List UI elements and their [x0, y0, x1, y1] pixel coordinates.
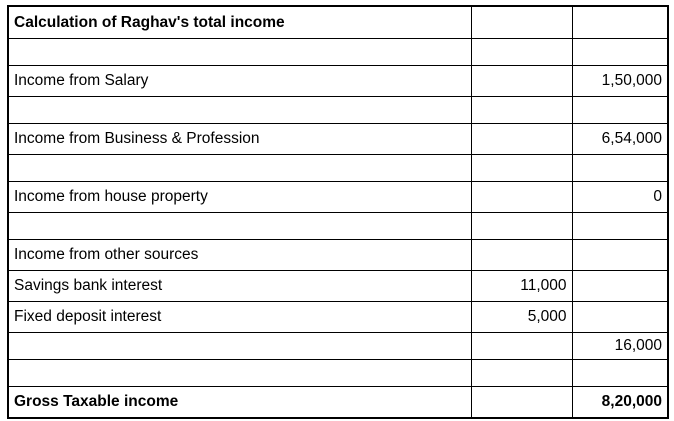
cell-amount[interactable]: 16,000: [571, 332, 669, 360]
table-row[interactable]: Income from Business & Profession 6,54,00…: [7, 123, 669, 155]
table-body: Calculation of Raghav's total income Inco…: [7, 5, 669, 419]
cell-subamount[interactable]: [470, 332, 573, 360]
table-row[interactable]: [7, 96, 669, 124]
cell-subamount[interactable]: [470, 239, 573, 271]
table-row[interactable]: [7, 212, 669, 240]
table-row[interactable]: [7, 38, 669, 66]
cell-subamount[interactable]: [470, 154, 573, 182]
cell-label[interactable]: [7, 212, 472, 240]
cell-amount[interactable]: [571, 5, 669, 39]
cell-amount[interactable]: [571, 301, 669, 333]
cell-label[interactable]: Income from house property: [7, 181, 472, 213]
cell-label[interactable]: [7, 154, 472, 182]
cell-label[interactable]: Income from Salary: [7, 65, 472, 97]
table-row[interactable]: 16,000: [7, 332, 669, 360]
income-calculation-table: Calculation of Raghav's total income Inco…: [7, 5, 669, 419]
cell-subamount[interactable]: [470, 181, 573, 213]
cell-subamount[interactable]: [470, 212, 573, 240]
table-row[interactable]: [7, 359, 669, 387]
cell-label[interactable]: [7, 38, 472, 66]
table-row[interactable]: [7, 154, 669, 182]
table-row[interactable]: Income from other sources: [7, 239, 669, 271]
cell-label[interactable]: Savings bank interest: [7, 270, 472, 302]
cell-amount[interactable]: 6,54,000: [571, 123, 669, 155]
cell-amount[interactable]: [571, 154, 669, 182]
cell-amount[interactable]: [571, 270, 669, 302]
cell-label[interactable]: Fixed deposit interest: [7, 301, 472, 333]
cell-amount[interactable]: [571, 359, 669, 387]
cell-subamount[interactable]: [470, 96, 573, 124]
cell-amount[interactable]: [571, 96, 669, 124]
cell-subamount[interactable]: 11,000: [470, 270, 573, 302]
cell-label[interactable]: [7, 359, 472, 387]
cell-subamount[interactable]: [470, 5, 573, 39]
cell-subamount[interactable]: [470, 65, 573, 97]
cell-amount[interactable]: [571, 212, 669, 240]
cell-amount[interactable]: [571, 239, 669, 271]
table-row[interactable]: Gross Taxable income 8,20,000: [7, 386, 669, 419]
cell-label[interactable]: [7, 332, 472, 360]
table-row[interactable]: Income from house property 0: [7, 181, 669, 213]
cell-label[interactable]: Gross Taxable income: [7, 386, 472, 419]
cell-subamount[interactable]: [470, 359, 573, 387]
cell-label[interactable]: Income from Business & Profession: [7, 123, 472, 155]
cell-label[interactable]: Income from other sources: [7, 239, 472, 271]
cell-subamount[interactable]: [470, 123, 573, 155]
cell-amount[interactable]: [571, 38, 669, 66]
cell-amount[interactable]: 1,50,000: [571, 65, 669, 97]
table-row[interactable]: Fixed deposit interest 5,000: [7, 301, 669, 333]
table-row[interactable]: Calculation of Raghav's total income: [7, 5, 669, 39]
table-row[interactable]: Income from Salary 1,50,000: [7, 65, 669, 97]
cell-subamount[interactable]: 5,000: [470, 301, 573, 333]
cell-subamount[interactable]: [470, 386, 573, 419]
table-row[interactable]: Savings bank interest 11,000: [7, 270, 669, 302]
cell-subamount[interactable]: [470, 38, 573, 66]
cell-amount[interactable]: 8,20,000: [571, 386, 669, 419]
cell-amount[interactable]: 0: [571, 181, 669, 213]
cell-label[interactable]: [7, 96, 472, 124]
cell-label[interactable]: Calculation of Raghav's total income: [7, 5, 472, 39]
